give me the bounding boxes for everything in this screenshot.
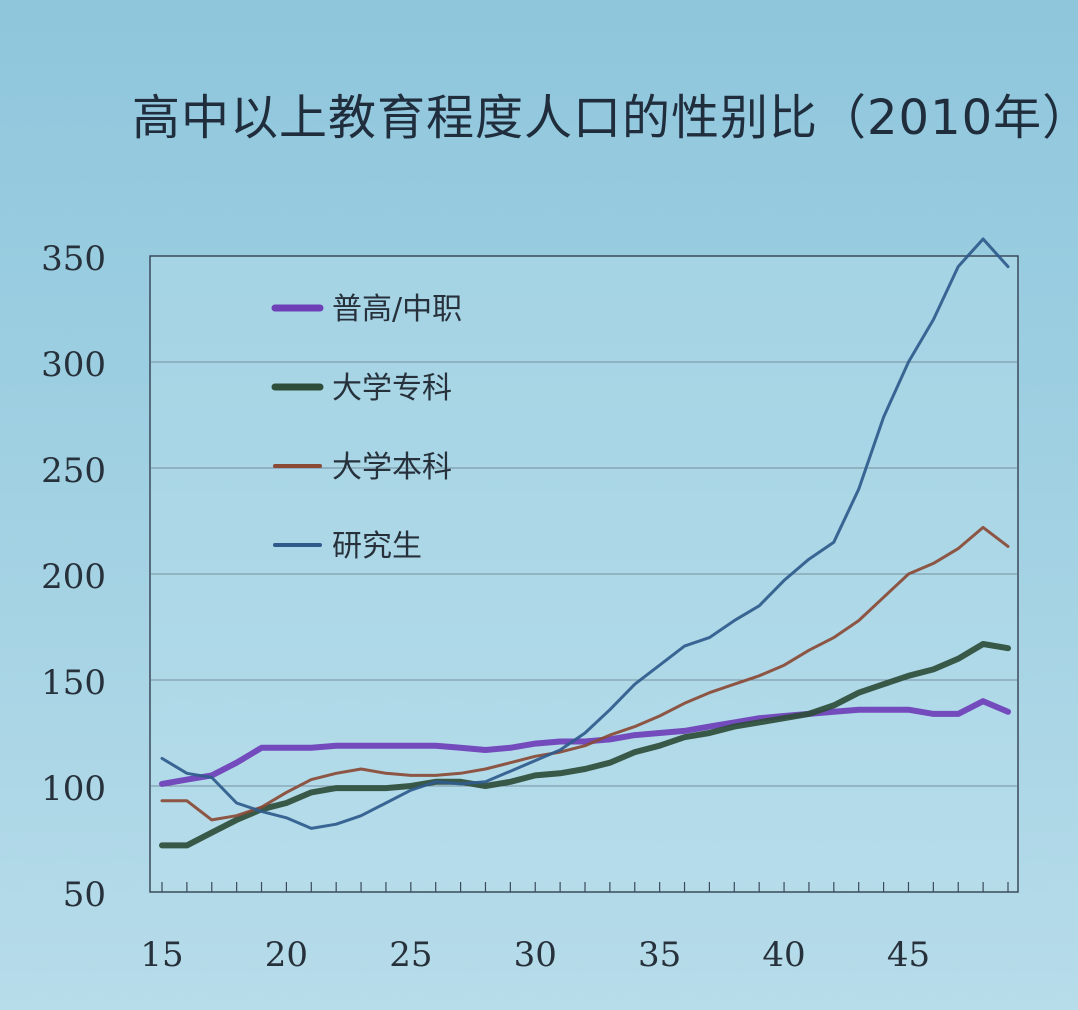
- x-tick-label: 40: [762, 935, 805, 975]
- series-line-2: [159, 641, 1011, 849]
- y-tick-label: 200: [41, 557, 106, 597]
- series-line-1: [159, 698, 1011, 787]
- legend-label-3: 大学本科: [332, 450, 452, 485]
- chart-title: 高中以上教育程度人口的性别比（2010年）: [132, 90, 1078, 146]
- y-tick-label: 50: [63, 875, 106, 915]
- series-line-3: [160, 525, 1010, 822]
- x-tick-label: 20: [265, 935, 308, 975]
- series-line-4: [160, 237, 1010, 830]
- y-tick-label: 250: [41, 451, 106, 491]
- y-tick-label: 350: [41, 239, 106, 279]
- x-tick-label: 25: [389, 935, 432, 975]
- legend-label-1: 普高/中职: [332, 292, 462, 327]
- y-tick-label: 300: [41, 345, 106, 385]
- x-tick-label: 30: [514, 935, 557, 975]
- x-tick-label: 35: [638, 935, 681, 975]
- legend-label-4: 研究生: [332, 529, 422, 564]
- x-tick-label: 15: [140, 935, 183, 975]
- y-tick-label: 150: [41, 663, 106, 703]
- y-tick-label: 100: [41, 769, 106, 809]
- legend-label-2: 大学专科: [332, 371, 452, 406]
- x-tick-label: 45: [887, 935, 930, 975]
